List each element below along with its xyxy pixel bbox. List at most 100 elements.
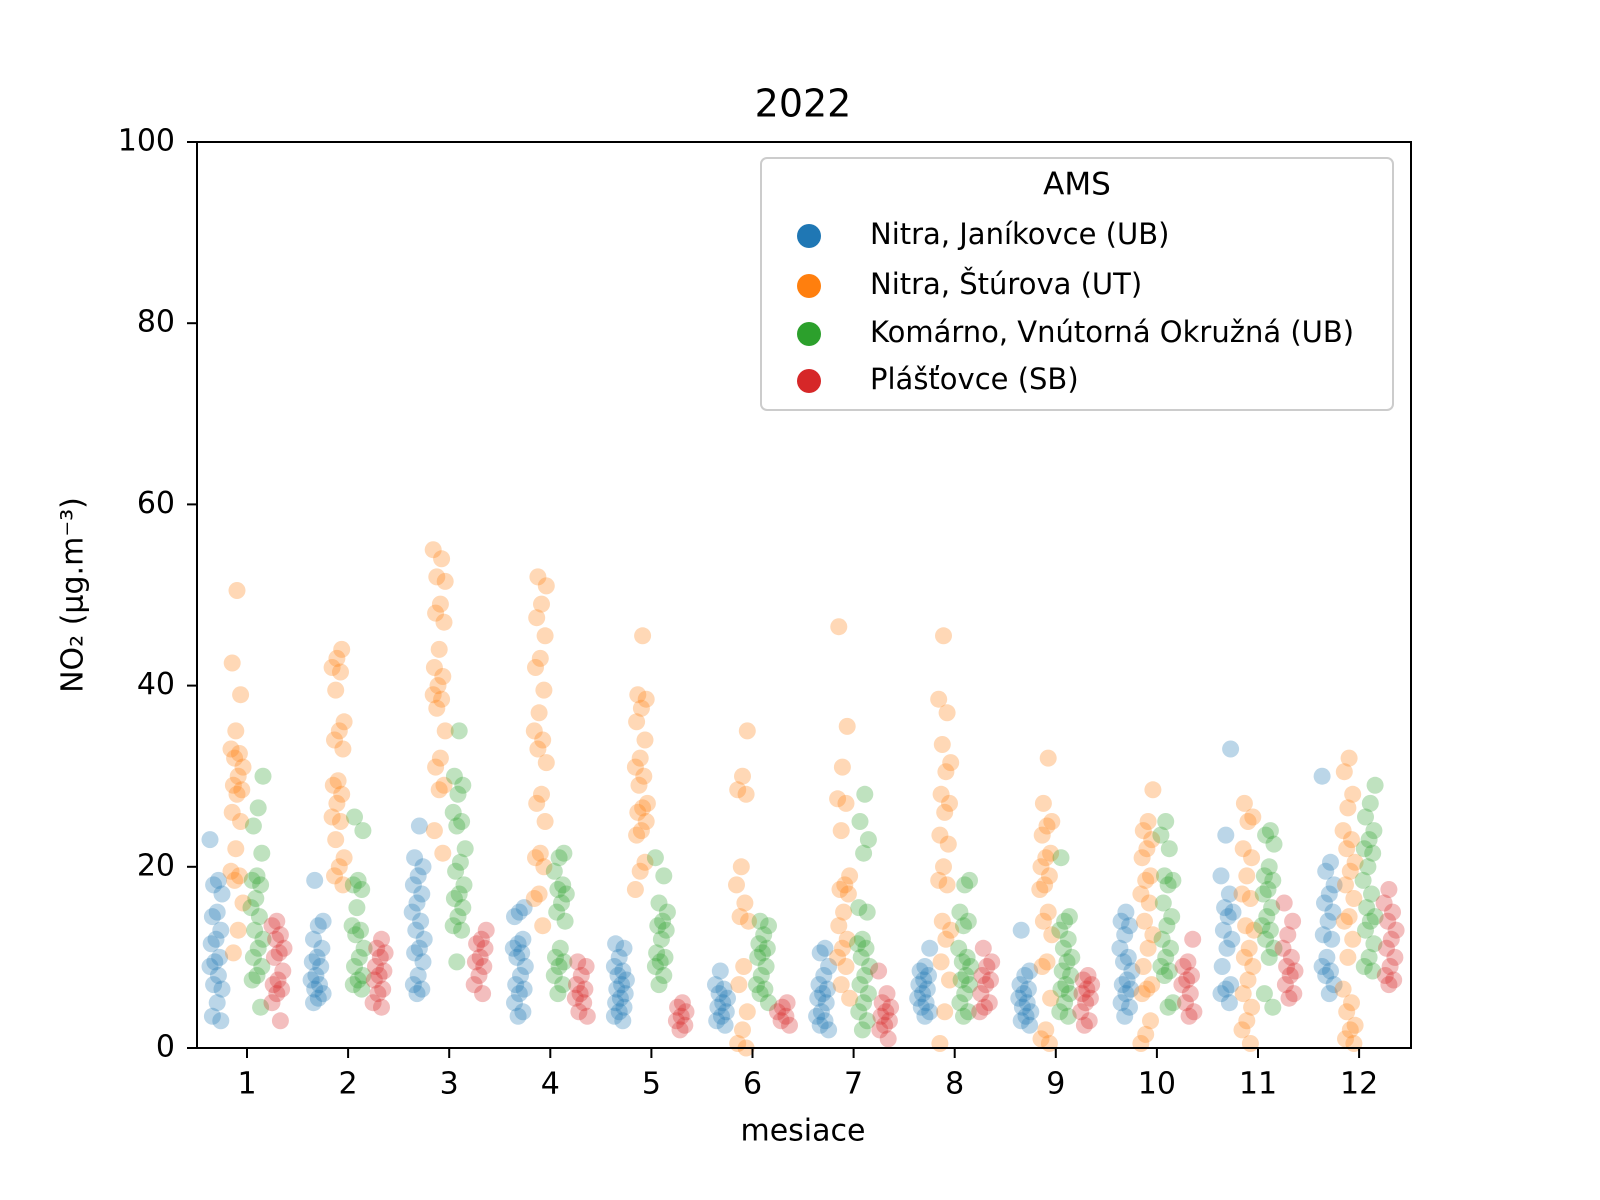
data-point bbox=[1033, 958, 1051, 975]
data-point bbox=[736, 894, 754, 912]
data-point bbox=[757, 958, 775, 975]
data-point bbox=[1317, 967, 1335, 984]
data-point bbox=[450, 722, 468, 740]
data-point bbox=[831, 881, 849, 898]
data-point bbox=[376, 944, 394, 962]
data-point bbox=[508, 948, 526, 966]
data-point bbox=[545, 967, 563, 984]
data-point bbox=[1116, 926, 1134, 944]
data-point bbox=[233, 781, 251, 799]
data-point bbox=[249, 799, 267, 817]
data-point bbox=[1112, 994, 1130, 1012]
data-point bbox=[364, 994, 382, 1012]
data-point bbox=[1010, 989, 1028, 1007]
data-point bbox=[959, 912, 977, 930]
legend-label: Nitra, Janíkovce (UB) bbox=[870, 217, 1169, 251]
data-point bbox=[956, 876, 974, 894]
data-point bbox=[355, 939, 373, 957]
data-point bbox=[655, 867, 673, 885]
data-point bbox=[1059, 1007, 1077, 1025]
data-point bbox=[1322, 853, 1339, 871]
data-point bbox=[861, 958, 879, 975]
data-point bbox=[607, 994, 625, 1012]
data-point bbox=[1022, 1003, 1040, 1021]
data-point bbox=[1384, 903, 1401, 921]
data-point bbox=[1318, 948, 1336, 966]
data-point bbox=[672, 1007, 690, 1025]
data-point bbox=[578, 1007, 596, 1025]
data-point bbox=[232, 686, 250, 704]
data-point bbox=[512, 967, 529, 984]
data-point bbox=[971, 1003, 989, 1021]
data-point bbox=[531, 649, 549, 667]
data-point bbox=[527, 849, 544, 867]
data-point bbox=[810, 976, 828, 994]
y-axis-ticks: 0 20 40 60 80 100 bbox=[118, 124, 197, 1065]
data-point bbox=[1357, 808, 1374, 826]
data-point bbox=[228, 785, 246, 803]
data-point bbox=[410, 939, 428, 957]
data-point bbox=[1282, 948, 1300, 966]
data-point bbox=[1032, 858, 1050, 876]
data-point bbox=[1017, 1007, 1035, 1025]
x-tick-label: 12 bbox=[1340, 1067, 1378, 1102]
data-point bbox=[1183, 967, 1200, 984]
data-point bbox=[1139, 939, 1157, 957]
data-point bbox=[248, 867, 266, 885]
data-point bbox=[436, 722, 454, 740]
data-point bbox=[1032, 1030, 1050, 1048]
data-point bbox=[921, 939, 939, 957]
data-point bbox=[1080, 1012, 1098, 1030]
data-point bbox=[1239, 971, 1257, 989]
data-point bbox=[656, 948, 674, 966]
data-point bbox=[1376, 967, 1394, 984]
data-point bbox=[1214, 921, 1232, 939]
data-point bbox=[433, 690, 451, 708]
data-point bbox=[1220, 994, 1238, 1012]
data-point bbox=[207, 930, 225, 948]
data-point bbox=[1339, 948, 1357, 966]
data-point bbox=[1257, 930, 1275, 948]
data-point bbox=[568, 976, 585, 994]
x-tick-label: 7 bbox=[844, 1067, 863, 1102]
data-point bbox=[1334, 980, 1352, 998]
data-point bbox=[629, 803, 647, 821]
data-point bbox=[1261, 921, 1279, 939]
data-point bbox=[302, 971, 320, 989]
data-point bbox=[409, 867, 427, 885]
data-point bbox=[778, 994, 796, 1012]
data-point bbox=[1180, 1007, 1198, 1025]
x-axis-label: mesiace bbox=[741, 1114, 866, 1149]
data-point bbox=[1133, 985, 1151, 1003]
data-point bbox=[760, 917, 777, 935]
data-point bbox=[1121, 998, 1138, 1016]
data-point bbox=[412, 912, 430, 930]
data-point bbox=[632, 822, 650, 840]
data-point bbox=[249, 939, 267, 957]
data-point bbox=[433, 550, 451, 568]
data-point bbox=[444, 803, 462, 821]
data-point bbox=[327, 681, 345, 699]
data-point bbox=[334, 740, 352, 758]
legend-marker bbox=[797, 322, 821, 346]
data-point bbox=[1062, 967, 1080, 984]
data-point bbox=[920, 967, 937, 984]
data-point bbox=[515, 899, 533, 917]
data-point bbox=[1233, 885, 1251, 903]
data-point bbox=[1358, 899, 1376, 917]
data-point bbox=[1116, 1007, 1134, 1025]
data-point bbox=[837, 958, 855, 975]
data-point bbox=[1340, 749, 1358, 767]
data-point bbox=[212, 1012, 230, 1030]
data-point bbox=[646, 849, 664, 867]
data-point bbox=[732, 858, 750, 876]
data-point bbox=[833, 939, 851, 957]
data-point bbox=[555, 953, 573, 971]
data-point bbox=[349, 971, 367, 989]
data-point bbox=[572, 967, 590, 984]
data-point bbox=[375, 962, 393, 980]
data-point bbox=[1220, 885, 1238, 903]
data-point bbox=[575, 994, 593, 1012]
data-point bbox=[916, 1007, 934, 1025]
